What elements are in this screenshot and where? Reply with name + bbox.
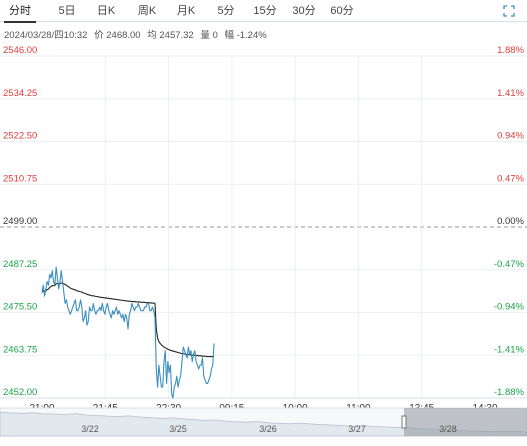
percent-tick-label: 0.47% xyxy=(497,173,524,184)
percent-tick-label: 0.00% xyxy=(497,216,524,227)
navigator-date-label: 3/22 xyxy=(81,424,99,434)
percent-tick-label: -1.88% xyxy=(494,387,525,398)
navigator-date-label: 3/25 xyxy=(169,424,187,434)
tab-15-min[interactable]: 15分 xyxy=(253,5,277,17)
quote-volume: 量 0 xyxy=(200,30,218,41)
percent-tick-label: 0.94% xyxy=(497,131,524,142)
tab-daily-k[interactable]: 日K xyxy=(96,5,116,17)
price-tick-label: 2463.75 xyxy=(3,344,37,355)
quote-change: 幅 -1.24% xyxy=(224,30,267,41)
chart-lines xyxy=(41,266,215,399)
price-tick-label: 2475.50 xyxy=(3,302,37,313)
navigator-date-label: 3/27 xyxy=(348,424,366,434)
tab-time-sharing[interactable]: 分时 xyxy=(4,0,36,23)
quote-average: 均 2457.32 xyxy=(147,30,194,41)
price-tick-label: 2452.00 xyxy=(3,387,37,398)
price-tick-label: 2522.50 xyxy=(3,131,37,142)
price-tick-label: 2510.75 xyxy=(3,173,37,184)
tab-monthly-k[interactable]: 月K xyxy=(176,5,196,17)
price-tick-label: 2499.00 xyxy=(3,216,37,227)
tab-weekly-k[interactable]: 周K xyxy=(137,5,157,17)
intraday-chart[interactable]: 2546.00 2534.25 2522.50 2510.75 2499.00 2487.… xyxy=(0,40,527,446)
price-tick-label: 2487.25 xyxy=(3,259,37,270)
price-tick-label: 2546.00 xyxy=(3,45,37,56)
percent-axis-labels: 1.88% 1.41% 0.94% 0.47% 0.00% -0.47% -0.94% -1.… xyxy=(494,45,525,398)
navigator-handle[interactable] xyxy=(401,415,407,429)
percent-tick-label: 1.41% xyxy=(497,88,524,99)
quote-price: 价 2468.00 xyxy=(94,30,141,41)
percent-tick-label: 1.88% xyxy=(497,45,524,56)
navigator-date-label: 3/26 xyxy=(259,424,277,434)
price-line xyxy=(41,266,215,399)
expand-icon[interactable] xyxy=(503,5,515,17)
navigator-date-label: 3/28 xyxy=(439,424,457,434)
navigator-selection[interactable] xyxy=(404,408,527,436)
tab-30-min[interactable]: 30分 xyxy=(292,5,316,17)
average-price-line xyxy=(41,282,215,358)
chart-grid xyxy=(0,55,527,399)
period-tab-bar: 分时 5日 日K 周K 月K 5分 15分 30分 60分 xyxy=(0,0,527,23)
tab-60-min[interactable]: 60分 xyxy=(330,5,354,17)
quote-datetime: 2024/03/28/四10:32 xyxy=(4,30,88,41)
quote-info-line: 2024/03/28/四10:32 价 2468.00 均 2457.32 量 … xyxy=(4,27,271,41)
date-navigator[interactable]: 3/22 3/25 3/26 3/27 3/28 xyxy=(0,407,527,437)
price-axis-labels: 2546.00 2534.25 2522.50 2510.75 2499.00 2487.… xyxy=(3,45,37,398)
percent-tick-label: -0.94% xyxy=(494,302,525,313)
tab-5-min[interactable]: 5分 xyxy=(217,5,235,17)
percent-tick-label: -1.41% xyxy=(494,344,525,355)
percent-tick-label: -0.47% xyxy=(494,259,525,270)
price-tick-label: 2534.25 xyxy=(3,88,37,99)
tab-5-day[interactable]: 5日 xyxy=(58,5,76,17)
